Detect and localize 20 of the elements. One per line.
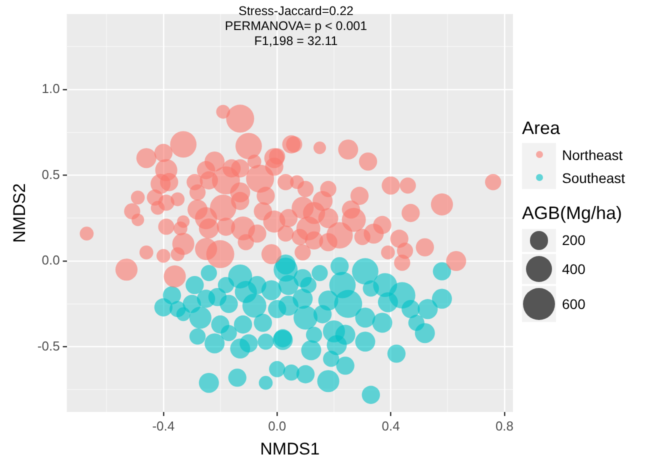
legend-label: 600 xyxy=(562,296,586,312)
x-tick-label: 0.0 xyxy=(268,418,286,434)
x-axis-title: NMDS1 xyxy=(260,439,320,458)
legend-title: Area xyxy=(522,118,562,139)
annotation: Stress-Jaccard=0.22 xyxy=(238,4,354,19)
annotation: F1,198 = 32.11 xyxy=(253,34,339,49)
annotation: PERMANOVA= p < 0.001 xyxy=(224,19,368,34)
y-tick-label: 0.0 xyxy=(42,252,60,268)
x-tick-label: 0.8 xyxy=(495,418,514,434)
x-tick-label: 0.4 xyxy=(382,418,400,434)
legend-label: Southeast xyxy=(562,170,626,186)
legend-label: 400 xyxy=(562,260,586,277)
y-tick-label: 0.5 xyxy=(42,166,60,182)
y-axis-title: NMDS2 xyxy=(10,183,29,243)
y-tick-label: 1.0 xyxy=(42,81,60,96)
legend-label: Northeast xyxy=(562,146,623,162)
legend-label: 200 xyxy=(562,232,586,248)
text: AGB(Mg/ha) xyxy=(522,203,624,224)
y-tick-label: -0.5 xyxy=(37,338,60,354)
x-tick-label: -0.4 xyxy=(152,418,175,434)
